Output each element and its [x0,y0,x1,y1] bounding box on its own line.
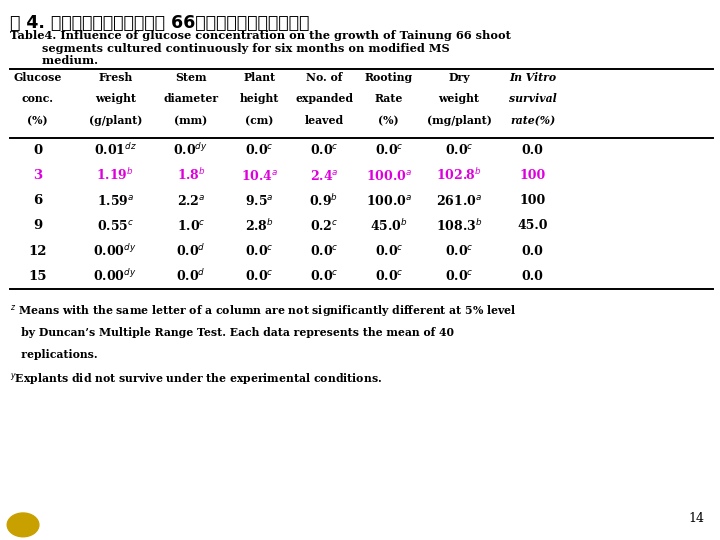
Text: (%): (%) [379,115,399,126]
Text: 0.0$^{c}$: 0.0$^{c}$ [245,143,274,157]
Text: 0: 0 [33,144,42,157]
Text: 0.00$^{dy}$: 0.00$^{dy}$ [94,243,137,259]
Text: 108.3$^{b}$: 108.3$^{b}$ [436,218,482,234]
Text: height: height [240,93,279,104]
Text: Rate: Rate [374,93,403,104]
Text: 0.0$^{c}$: 0.0$^{c}$ [374,244,403,258]
Text: 0.0$^{d}$: 0.0$^{d}$ [176,268,205,284]
Text: 15: 15 [29,270,47,283]
Text: 45.0: 45.0 [518,219,548,232]
Text: 1.0$^{c}$: 1.0$^{c}$ [176,219,205,233]
Text: Glucose: Glucose [14,72,62,83]
Text: 0.2$^{c}$: 0.2$^{c}$ [310,219,338,233]
Text: 0.0$^{d}$: 0.0$^{d}$ [176,243,205,259]
Text: medium.: medium. [10,55,98,66]
Text: 100: 100 [520,169,546,182]
Text: 0.0$^{dy}$: 0.0$^{dy}$ [174,143,208,158]
Text: by Duncan’s Multiple Range Test. Each data represents the mean of 40: by Duncan’s Multiple Range Test. Each da… [10,327,454,338]
Text: Fresh: Fresh [98,72,132,83]
Circle shape [10,515,36,535]
Text: 2.2$^{a}$: 2.2$^{a}$ [176,194,205,208]
Text: 1.19$^{b}$: 1.19$^{b}$ [96,167,134,184]
Text: 45.0$^{b}$: 45.0$^{b}$ [370,218,408,234]
Text: $^{z}$ Means with the same letter of a column are not significantly different at: $^{z}$ Means with the same letter of a c… [10,304,516,320]
Text: 0.0$^{c}$: 0.0$^{c}$ [310,143,338,157]
Text: 0.55$^{c}$: 0.55$^{c}$ [96,219,134,233]
Text: diameter: diameter [163,93,218,104]
Text: 1.8$^{b}$: 1.8$^{b}$ [176,167,205,184]
Text: 6: 6 [33,194,42,207]
Text: 100.0$^{a}$: 100.0$^{a}$ [366,168,412,183]
Text: weight: weight [438,93,480,104]
Text: 0.00$^{dy}$: 0.00$^{dy}$ [94,268,137,284]
Circle shape [14,518,32,531]
Text: expanded: expanded [295,93,353,104]
Text: 9.5$^{a}$: 9.5$^{a}$ [245,194,274,208]
Text: weight: weight [95,93,135,104]
Text: 261.0$^{a}$: 261.0$^{a}$ [436,194,482,208]
Text: 100: 100 [520,194,546,207]
Text: 0.0: 0.0 [522,270,544,283]
Text: 0.0$^{c}$: 0.0$^{c}$ [310,269,338,284]
Text: (mm): (mm) [174,115,207,126]
Text: rate(%): rate(%) [510,115,555,126]
Text: 0.0$^{c}$: 0.0$^{c}$ [445,244,473,258]
Circle shape [7,513,39,537]
Text: 102.8$^{b}$: 102.8$^{b}$ [436,167,482,184]
Text: 100.0$^{a}$: 100.0$^{a}$ [366,194,412,208]
Text: 10.4$^{a}$: 10.4$^{a}$ [240,168,278,183]
Text: $^{y}$Explants did not survive under the experimental conditions.: $^{y}$Explants did not survive under the… [10,372,382,388]
Text: Rooting: Rooting [365,72,413,83]
Text: 0.9$^{b}$: 0.9$^{b}$ [310,193,338,208]
Text: Dry: Dry [448,72,470,83]
Text: survival: survival [509,93,557,104]
Text: (g/plant): (g/plant) [89,115,142,126]
Text: In Vitro: In Vitro [509,72,557,83]
Text: 12: 12 [29,245,47,258]
Text: 9: 9 [33,219,42,232]
Text: segments cultured continuously for six months on modified MS: segments cultured continuously for six m… [10,43,450,53]
Text: 14: 14 [688,512,704,525]
Text: 0.0: 0.0 [522,245,544,258]
Text: 3: 3 [33,169,42,182]
Text: 1.59$^{a}$: 1.59$^{a}$ [96,194,134,208]
Text: 2.8$^{b}$: 2.8$^{b}$ [245,218,274,234]
Text: Table4. Influence of glucose concentration on the growth of Tainung 66 shoot: Table4. Influence of glucose concentrati… [10,30,511,41]
Text: (cm): (cm) [245,115,274,126]
Text: No. of: No. of [306,72,342,83]
Text: 0.01$^{dz}$: 0.01$^{dz}$ [94,143,137,158]
Text: (mg/plant): (mg/plant) [426,115,492,126]
Text: Plant: Plant [243,72,275,83]
Text: 表 4. 不同濃度之葡萄糖對台農 66號連續培養六個月之影響: 表 4. 不同濃度之葡萄糖對台農 66號連續培養六個月之影響 [10,14,310,32]
Text: conc.: conc. [22,93,54,104]
Text: 2.4$^{a}$: 2.4$^{a}$ [310,168,338,183]
Text: 0.0$^{c}$: 0.0$^{c}$ [245,244,274,258]
Text: replications.: replications. [10,349,98,360]
Text: leaved: leaved [305,115,343,126]
Text: 0.0$^{c}$: 0.0$^{c}$ [245,269,274,284]
Text: 0.0$^{c}$: 0.0$^{c}$ [374,143,403,157]
Circle shape [18,521,28,529]
Text: 0.0$^{c}$: 0.0$^{c}$ [445,143,473,157]
Text: 0.0: 0.0 [522,144,544,157]
Text: 0.0$^{c}$: 0.0$^{c}$ [374,269,403,284]
Text: Stem: Stem [175,72,207,83]
Text: 0.0$^{c}$: 0.0$^{c}$ [310,244,338,258]
Text: (%): (%) [27,115,48,126]
Text: 0.0$^{c}$: 0.0$^{c}$ [445,269,473,284]
